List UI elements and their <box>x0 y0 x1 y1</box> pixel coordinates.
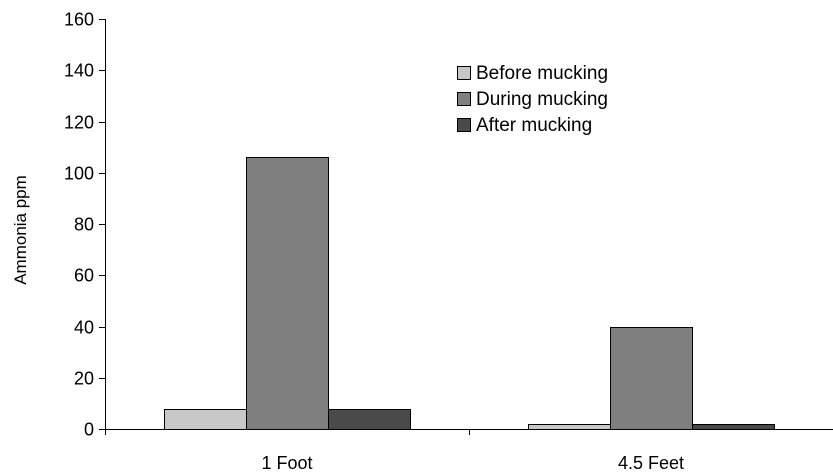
legend: Before mucking During mucking After muckin… <box>457 63 608 136</box>
legend-label: Before mucking <box>476 63 608 84</box>
y-tick-label: 140 <box>64 61 94 81</box>
x-tick-label: 4.5 Feet <box>618 453 684 473</box>
bar <box>528 424 611 430</box>
y-tick-label: 160 <box>64 10 94 30</box>
x-ticks: 1 Foot 4.5 Feet <box>105 429 684 473</box>
legend-swatch <box>457 66 471 80</box>
y-ticks: 0 20 40 60 80 100 120 140 160 <box>64 10 105 440</box>
y-tick-label: 20 <box>74 369 94 389</box>
y-tick-label: 60 <box>74 266 94 286</box>
y-axis-title: Ammonia ppm <box>11 175 30 285</box>
x-tick-label: 1 Foot <box>261 453 312 473</box>
legend-label: During mucking <box>476 89 608 110</box>
bar <box>692 424 775 430</box>
bar <box>246 157 329 430</box>
bars-layer <box>164 157 775 430</box>
legend-swatch <box>457 92 471 106</box>
y-tick-label: 100 <box>64 164 94 184</box>
axes-layer <box>105 19 833 430</box>
legend-swatch <box>457 118 471 132</box>
y-tick-label: 80 <box>74 215 94 235</box>
y-tick-label: 0 <box>84 420 94 440</box>
bar <box>328 409 411 430</box>
legend-label: After mucking <box>476 115 592 136</box>
y-tick-label: 120 <box>64 113 94 133</box>
y-tick-label: 40 <box>74 318 94 338</box>
bar <box>164 409 247 430</box>
bar <box>610 327 693 430</box>
